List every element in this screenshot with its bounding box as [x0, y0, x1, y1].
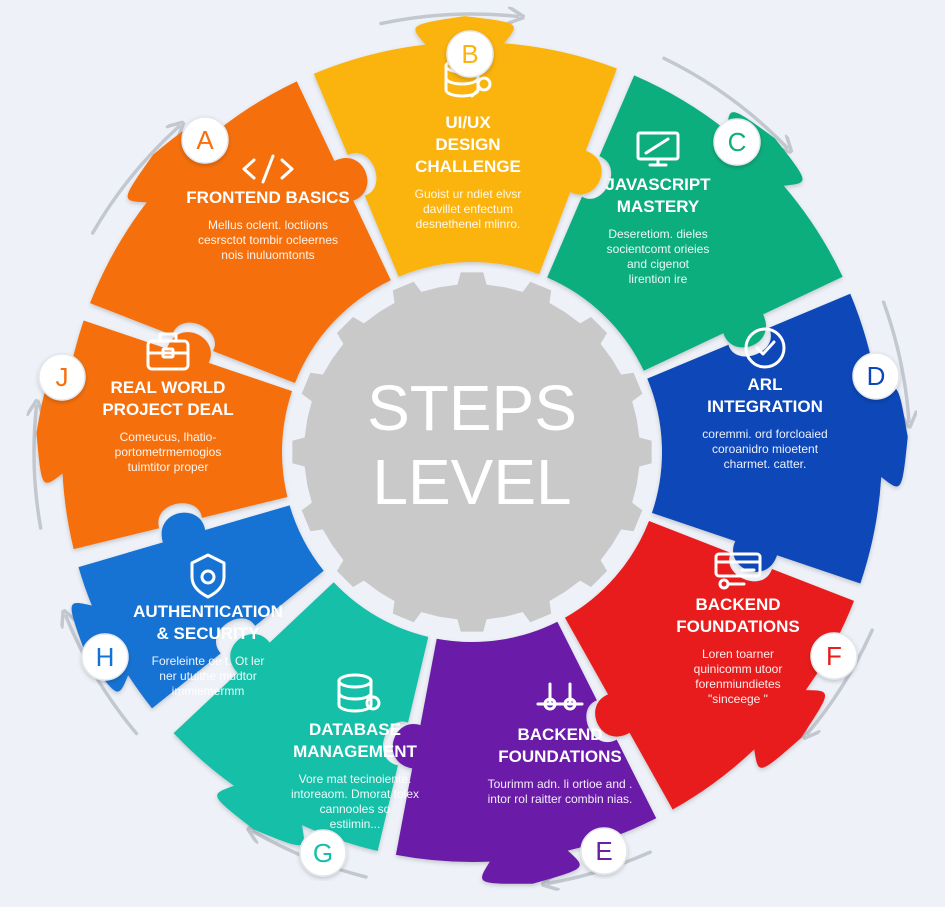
cycle-arrow — [379, 14, 518, 24]
badge-circle — [299, 829, 347, 877]
badge-circle — [852, 352, 900, 400]
badge-circle — [810, 632, 858, 680]
step-description: Vore mat tecinoiente. intoreaom. Dmorat t… — [291, 772, 419, 831]
badge-circle — [81, 633, 129, 681]
segment-shape — [71, 505, 324, 709]
gear-shape — [292, 272, 652, 632]
badge-letter: G — [313, 838, 333, 868]
step-segment-e[interactable]: BACKEND FOUNDATIONS Tourimm adn. li ortioe… — [392, 621, 657, 884]
badge-letter: B — [461, 39, 478, 69]
badge-letter: J — [56, 362, 69, 392]
badge-circle — [38, 353, 86, 401]
step-segment-f[interactable]: BACKEND FOUNDATIONS Loren toarner quinicomm… — [564, 521, 854, 810]
segment-shape — [647, 293, 908, 584]
step-badge-g[interactable]: G — [299, 829, 347, 877]
step-badge-f[interactable]: F — [810, 632, 858, 680]
step-segment-g[interactable]: DATABASE MANAGEMENT Vore mat tecinoiente. i… — [173, 582, 429, 852]
segment-shape — [90, 81, 391, 383]
step-badge-b[interactable]: B — [446, 30, 494, 78]
step-title: AUTHENTICATION & SECURITY — [133, 602, 283, 643]
center-title-line2: LEVEL — [372, 446, 571, 518]
step-description: Foreleinte oe t. Ot ler ner utuithe mudto… — [152, 654, 265, 698]
ring-segments: FRONTEND BASICS Mellus oclent. loctiions c… — [36, 16, 908, 884]
badge-letter: C — [728, 127, 747, 157]
code-brackets-icon — [242, 154, 294, 184]
segment-shape — [564, 521, 854, 810]
badge-letter: D — [867, 361, 886, 391]
center-title-line1: STEPS — [367, 372, 577, 444]
step-title: ARL INTEGRATION — [707, 375, 823, 416]
badge-letter: A — [196, 125, 214, 155]
segment-shape — [392, 621, 657, 884]
nodes-icon — [536, 682, 584, 711]
step-segment-d[interactable]: ARL INTEGRATION coremmi. ord forcloaied cor… — [647, 293, 908, 584]
lock-shield-icon — [190, 553, 226, 599]
step-title: DATABASE MANAGEMENT — [293, 720, 417, 761]
step-segment-j[interactable]: REAL WORLD PROJECT DEAL Comeucus, lhatio-p… — [36, 320, 293, 550]
step-title: UI/UX DESIGN CHALLENGE — [415, 113, 521, 176]
step-segment-c[interactable]: JAVASCRIPT MASTERY Deseretiom. dieles socie… — [547, 75, 843, 371]
step-description: Tourimm adn. li ortioe and . intor rol ra… — [488, 777, 633, 806]
step-badge-a[interactable]: A — [181, 116, 229, 164]
cycle-arrow — [34, 406, 41, 530]
step-segment-h[interactable]: AUTHENTICATION & SECURITY Foreleinte oe t.… — [71, 505, 324, 709]
segment-shape — [36, 320, 293, 550]
step-title: BACKEND FOUNDATIONS — [498, 725, 621, 766]
check-circle-icon — [744, 327, 786, 369]
badge-letter: E — [595, 836, 612, 866]
badge-circle — [181, 116, 229, 164]
badge-circle — [446, 30, 494, 78]
step-title: BACKEND FOUNDATIONS — [676, 595, 799, 636]
segment-shape — [173, 582, 429, 852]
step-description: Comeucus, lhatio-portometrmemogios tuimti… — [115, 430, 222, 474]
step-title: JAVASCRIPT MASTERY — [605, 175, 711, 216]
step-badge-d[interactable]: D — [852, 352, 900, 400]
cycle-arrow — [662, 56, 787, 147]
cycle-arrow — [808, 628, 874, 733]
step-description: Loren toarner quinicomm utoor forenmiundie… — [694, 647, 783, 706]
step-title: FRONTEND BASICS — [186, 188, 349, 207]
badge-circle — [713, 118, 761, 166]
segment-shape — [313, 16, 617, 277]
step-description: Guoist ur ndiet elvsr davillet enfectum de… — [415, 187, 522, 231]
badge-letter: H — [96, 642, 115, 672]
cycle-arrow — [881, 300, 909, 421]
badge-letter: F — [826, 641, 842, 671]
step-segment-a[interactable]: FRONTEND BASICS Mellus oclent. loctiions c… — [90, 81, 391, 383]
step-badge-c[interactable]: C — [713, 118, 761, 166]
segment-shape — [547, 75, 843, 371]
step-description: Deseretiom. dieles socientcomt orieies and… — [607, 227, 710, 286]
step-badge-e[interactable]: E — [580, 827, 628, 875]
briefcase-icon — [146, 332, 190, 371]
step-badge-j[interactable]: J — [38, 353, 86, 401]
monitor-icon — [636, 131, 680, 167]
step-badges: A B C D F E G H J — [38, 30, 900, 877]
step-badge-h[interactable]: H — [81, 633, 129, 681]
step-title: REAL WORLD PROJECT DEAL — [102, 378, 233, 419]
step-description: coremmi. ord forcloaied coroanidro mioete… — [702, 427, 827, 471]
step-description: Mellus oclent. loctiions cesrsctot tombir… — [198, 218, 338, 262]
badge-circle — [580, 827, 628, 875]
server-card-icon — [714, 552, 762, 590]
database-icon — [337, 673, 381, 713]
cycle-arrow — [90, 127, 179, 235]
